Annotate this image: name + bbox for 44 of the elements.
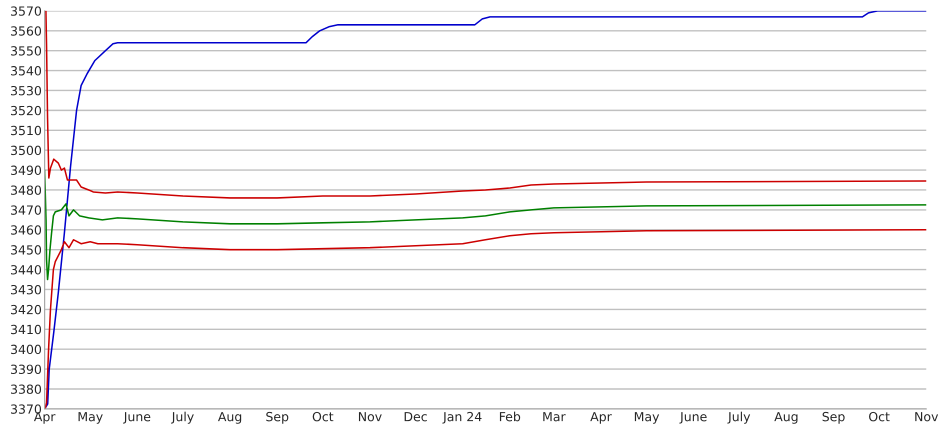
y-tick-label: 3570	[11, 6, 42, 16]
y-tick-label: 3430	[11, 284, 42, 294]
y-tick-label: 3400	[11, 344, 42, 354]
x-tick-label: Sep	[822, 412, 845, 424]
x-tick-label: Sep	[266, 412, 288, 424]
y-tick-label: 3410	[11, 324, 42, 334]
x-tick-label: Apr	[34, 412, 56, 424]
line-series	[44, 10, 926, 409]
x-tick-label: Oct	[869, 412, 890, 422]
x-tick-label: Dec	[404, 412, 427, 422]
x-tick-label: July	[171, 412, 194, 424]
x-tick-label: May	[78, 412, 103, 424]
x-tick-label: June	[123, 412, 150, 424]
x-tick-label: Oct	[312, 412, 334, 422]
line-series	[44, 169, 926, 280]
x-tick-label: Nov	[358, 412, 382, 422]
y-tick-label: 3530	[11, 86, 42, 96]
y-tick-label: 3370	[11, 404, 42, 414]
y-tick-label: 3540	[11, 66, 42, 76]
x-tick-label: Nov	[915, 412, 938, 422]
x-tick-label: Aug	[774, 412, 798, 424]
x-tick-label: June	[679, 412, 707, 424]
y-tick-label: 3550	[11, 46, 42, 56]
y-tick-label: 3560	[11, 26, 42, 36]
x-tick-label: Aug	[218, 412, 242, 424]
x-tick-label: May	[634, 412, 660, 424]
x-tick-label: Jan 24	[442, 412, 482, 424]
y-tick-label: 3440	[11, 265, 42, 275]
y-tick-label: 3460	[11, 225, 42, 235]
y-tick-label: 3420	[11, 304, 42, 314]
y-tick-label: 3520	[11, 106, 42, 116]
y-tick-label: 3500	[11, 146, 42, 156]
y-tick-label: 3480	[11, 185, 42, 195]
y-tick-label: 3380	[11, 384, 42, 394]
y-tick-label: 3510	[11, 126, 42, 136]
x-tick-label: Feb	[500, 412, 520, 422]
y-tick-label: 3490	[11, 166, 42, 176]
y-tick-label: 3470	[11, 205, 42, 215]
y-tick-label: 3450	[11, 245, 42, 255]
y-tick-label: 3390	[11, 364, 42, 374]
x-tick-label: Mar	[543, 412, 566, 422]
line-series	[44, 10, 926, 199]
x-tick-label: July	[727, 412, 750, 424]
x-tick-label: Apr	[590, 412, 612, 424]
